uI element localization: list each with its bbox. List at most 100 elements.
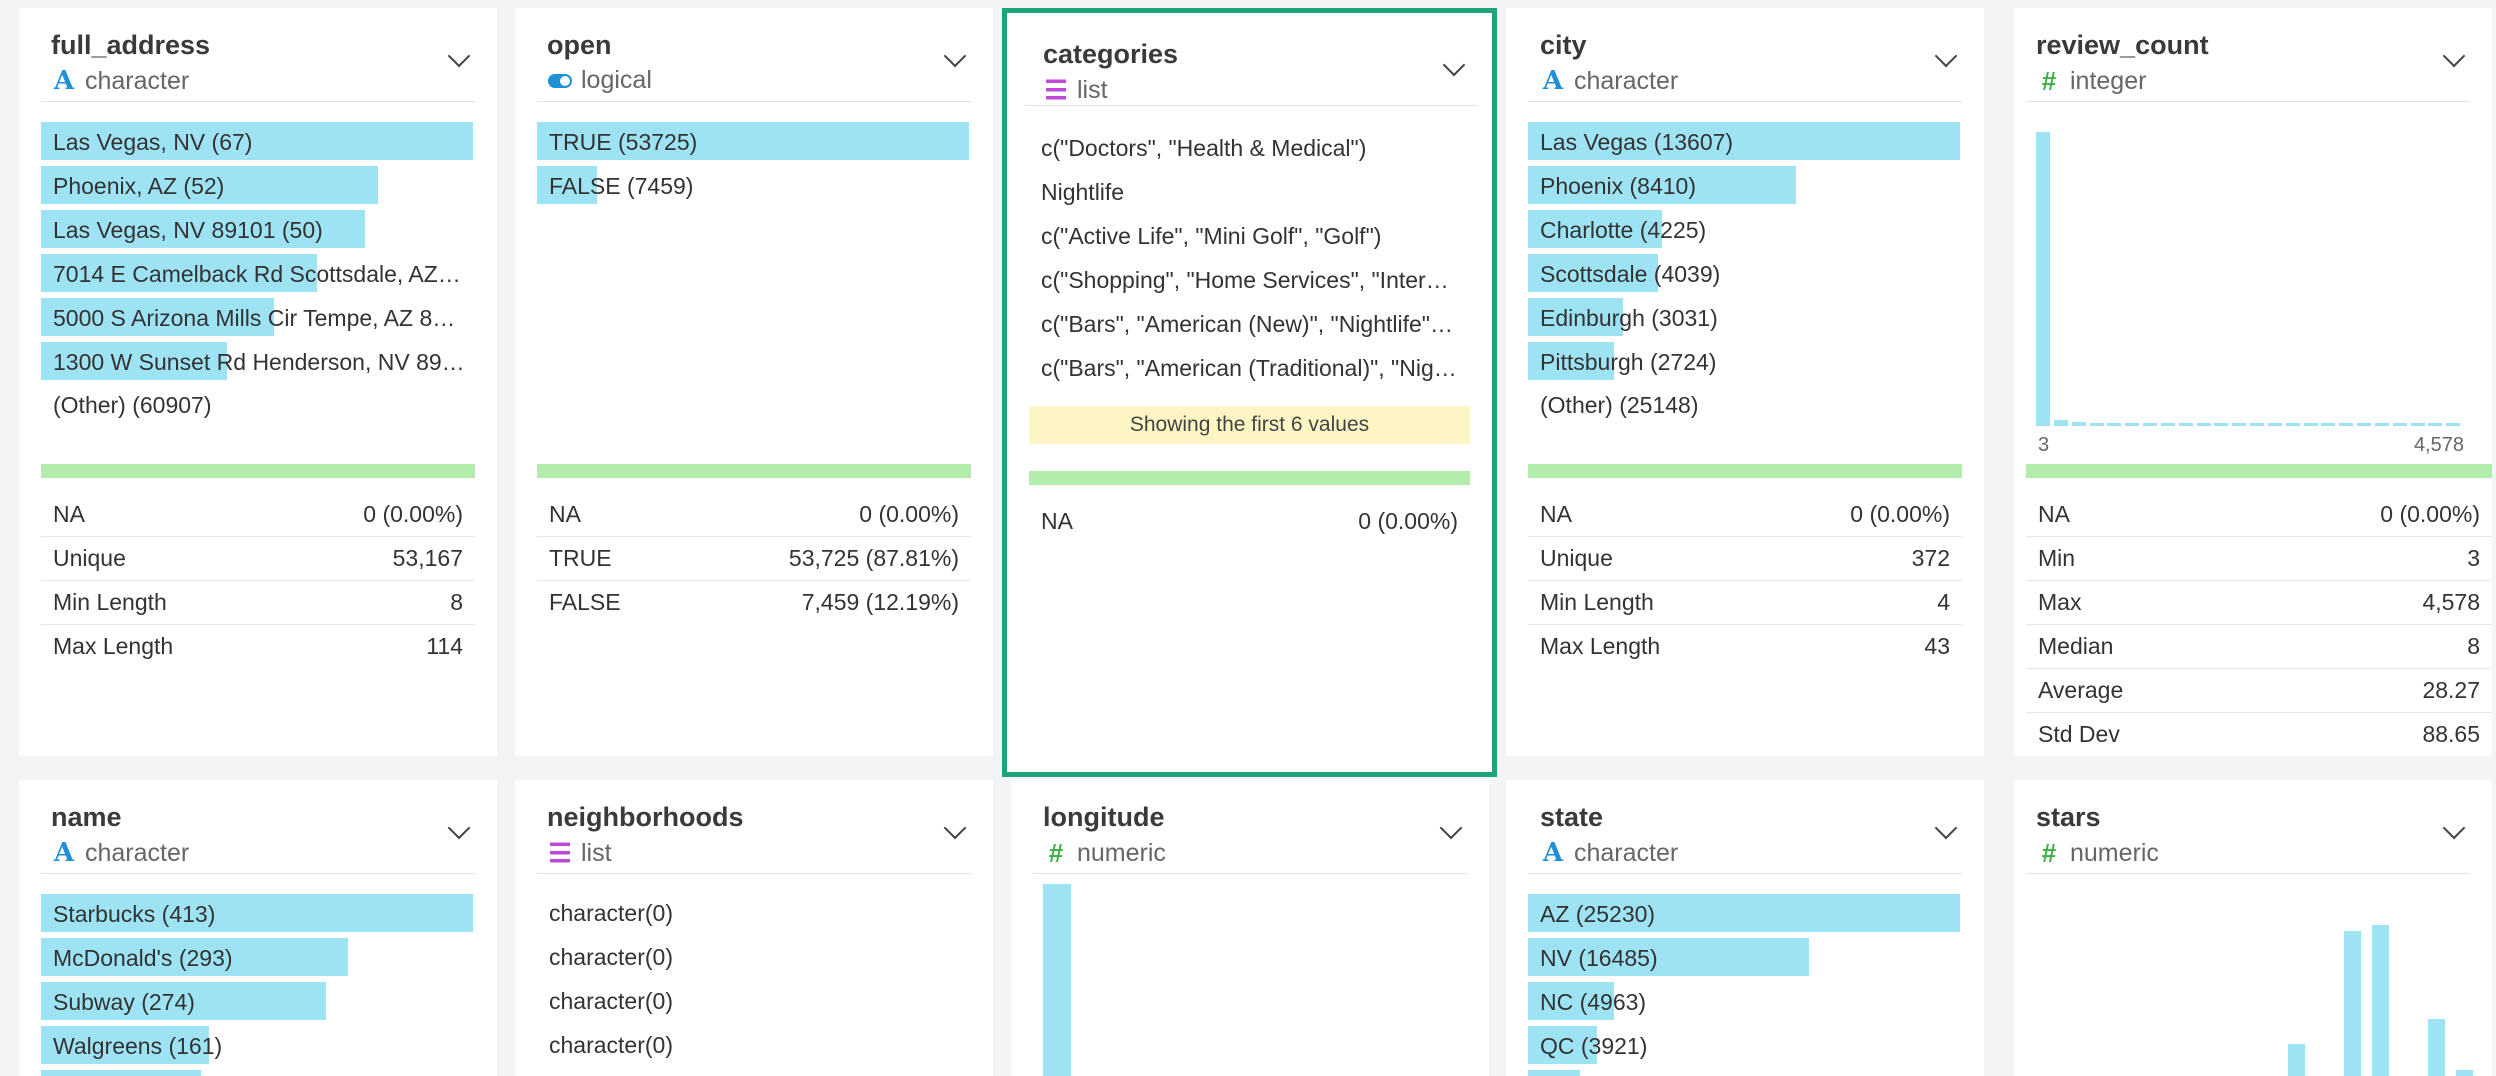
list-value[interactable]: character(0) [549,1032,673,1058]
value-bar[interactable]: Phoenix, AZ (52) [41,166,473,204]
histogram-bar[interactable] [2288,1044,2305,1076]
stat-label: NA [53,501,85,527]
histogram-bar[interactable] [2303,423,2318,426]
column-name: full_address [51,30,211,60]
value-bar[interactable]: Walgreens (161) [41,1026,473,1064]
histogram-bar[interactable] [2357,423,2371,426]
value-bar[interactable]: Las Vegas, NV (67) [41,122,473,160]
value-bar[interactable]: TRUE (53725) [537,122,969,160]
histogram-bar[interactable] [2250,423,2264,426]
chevron-down-icon[interactable] [2442,816,2466,840]
column-header: open logical [515,8,993,98]
list-value[interactable]: c("Doctors", "Health & Medical") [1041,135,1367,161]
value-bar[interactable]: Subway (274) [41,982,473,1020]
histogram-bar[interactable] [2232,423,2247,426]
list-value[interactable]: c("Active Life", "Mini Golf", "Golf") [1041,223,1382,249]
column-card-longitude[interactable]: longitude # numeric [1011,780,1489,1076]
histogram-bar[interactable] [2392,423,2407,426]
column-card-categories[interactable]: categories ☰ list Showing the first 6 va… [1002,8,1497,777]
histogram-bar[interactable] [2214,423,2229,426]
chevron-down-icon[interactable] [943,44,967,68]
histogram-bar[interactable] [1043,884,1071,1076]
list-value[interactable]: character(0) [549,944,673,970]
list-value[interactable]: character(0) [549,900,673,926]
value-bar[interactable]: 5000 S Arizona Mills Cir Tempe, AZ 8… [41,298,473,336]
histogram-bar[interactable] [2053,420,2068,426]
value-bar-label: Las Vegas (13607) [1540,129,1734,155]
column-type-label: character [1574,838,1679,867]
column-card-open[interactable]: open logical TRUE (53725) FALSE (7459) NA 0… [515,8,993,756]
value-bar[interactable]: 7014 E Camelback Rd Scottsdale, AZ… [41,254,473,292]
histogram-bar[interactable] [2339,423,2354,426]
list-value[interactable]: c("Bars", "American (Traditional)", "Nig… [1041,355,1457,381]
histogram-bar[interactable] [2428,1019,2445,1076]
column-card-stars[interactable]: stars # numeric [2014,780,2492,1076]
list-value[interactable]: Nightlife [1041,179,1125,205]
value-bar[interactable]: AZ (25230) [1528,894,1960,932]
column-card-city[interactable]: city A character (Other) (25148) Las Veg… [1506,8,1984,756]
histogram-bar[interactable] [2125,423,2140,426]
histogram-bar[interactable] [2372,924,2389,1076]
header-divider [2026,101,2470,102]
value-bar[interactable]: Charlotte (4225) [1528,210,1960,248]
stat-value: 88.65 [2422,721,2480,747]
histogram-bar[interactable] [2178,423,2193,426]
list-value[interactable]: c("Shopping", "Home Services", "Inter… [1041,267,1449,293]
chevron-down-icon[interactable] [447,816,471,840]
histogram-bar[interactable] [2071,422,2086,426]
histogram-bar[interactable] [2344,931,2361,1076]
list-value[interactable]: c("Bars", "American (New)", "Nightlife"… [1041,311,1453,337]
column-card-review-count[interactable]: review_count # integer 3 4,578 NA 0 (0.00… [2014,8,2492,756]
histogram-bar[interactable] [2196,423,2211,426]
value-bar[interactable]: NV (16485) [1528,938,1960,976]
value-bar[interactable] [1528,1070,1960,1076]
value-bar-label: Las Vegas, NV 89101 (50) [53,217,323,243]
value-bar[interactable]: 1300 W Sunset Rd Henderson, NV 89… [41,342,473,380]
chevron-down-icon[interactable] [943,816,967,840]
column-card-name[interactable]: name A character Starbucks (413) McDonald… [19,780,497,1076]
histogram-bar[interactable] [2089,423,2104,426]
stat-value: 43 [1924,633,1950,659]
value-bar[interactable]: QC (3921) [1528,1026,1960,1064]
value-bar[interactable]: Phoenix (8410) [1528,166,1960,204]
value-bar[interactable]: Edinburgh (3031) [1528,298,1960,336]
value-bar[interactable]: McDonald's (293) [41,938,473,976]
histogram-bar[interactable] [2456,1069,2473,1076]
value-bar[interactable]: Scottsdale (4039) [1528,254,1960,292]
chevron-down-icon[interactable] [1442,53,1466,77]
value-bar[interactable]: Starbucks (413) [41,894,473,932]
value-bar[interactable]: Las Vegas, NV 89101 (50) [41,210,473,248]
na-ratio-bar [41,464,475,478]
stat-label: Max Length [1540,633,1661,659]
chevron-down-icon[interactable] [1934,816,1958,840]
histogram-bar[interactable] [2285,423,2300,426]
histogram-bar[interactable] [2446,423,2461,426]
column-card-state[interactable]: state A character AZ (25230) NV (16485) NC… [1506,780,1984,1076]
histogram-bar[interactable] [2374,423,2389,426]
histogram-bar[interactable] [2410,423,2425,426]
value-bar[interactable]: Pittsburgh (2724) [1528,342,1960,380]
histogram-bar[interactable] [2036,132,2050,426]
column-type: # integer [2036,66,2147,97]
value-bar[interactable]: NC (4963) [1528,982,1960,1020]
chevron-down-icon[interactable] [1934,44,1958,68]
column-card-neighborhoods[interactable]: neighborhoods ☰ list character(0) charact… [515,780,993,1076]
list-value[interactable]: character(0) [549,988,673,1014]
column-type: ☰ list [1043,75,1107,106]
histogram-bar[interactable] [2428,423,2443,426]
column-card-full-address[interactable]: full_address A character (Other) (60907)… [19,8,497,756]
chevron-down-icon[interactable] [1439,816,1463,840]
value-bar[interactable]: FALSE (7459) [537,166,969,204]
na-ratio-bar [2026,464,2492,478]
column-name: state [1540,802,1604,832]
value-bar[interactable]: Las Vegas (13607) [1528,122,1960,160]
histogram-bar[interactable] [2143,423,2157,426]
value-bar-fill [41,122,473,160]
chevron-down-icon[interactable] [447,44,471,68]
value-bar[interactable] [41,1070,473,1076]
histogram-bar[interactable] [2321,423,2336,426]
histogram-bar[interactable] [2160,423,2175,426]
histogram-bar[interactable] [2267,423,2282,426]
histogram-bar[interactable] [2107,423,2122,426]
chevron-down-icon[interactable] [2442,44,2466,68]
